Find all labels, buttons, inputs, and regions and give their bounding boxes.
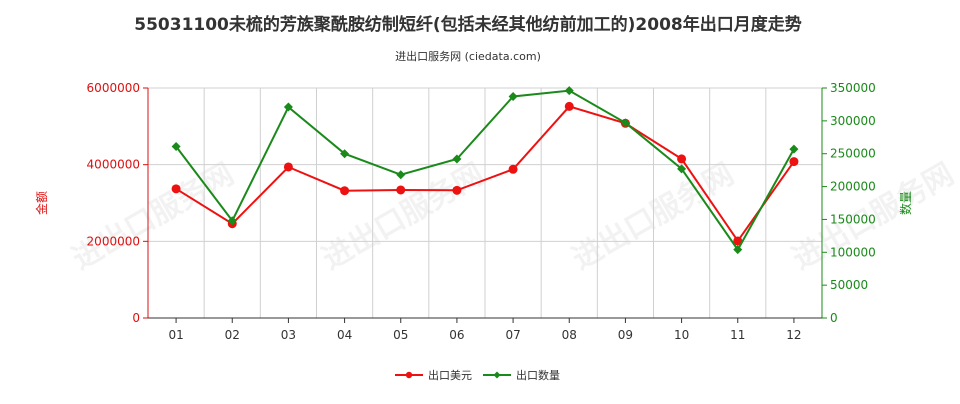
x-tick-label: 02	[225, 328, 240, 342]
data-point-exports-usd	[508, 164, 518, 174]
y-right-tick-label: 100000	[830, 245, 876, 259]
legend-label-exports-qty: 出口数量	[516, 368, 560, 382]
y-right-tick-label: 200000	[830, 180, 876, 194]
y-right-tick-label: 300000	[830, 114, 876, 128]
y-right-tick-label: 250000	[830, 147, 876, 161]
data-point-exports-qty	[564, 86, 574, 96]
chart-title: 55031100未梳的芳族聚酰胺纺制短纤(包括未经其他纺前加工的)2008年出口…	[134, 14, 801, 35]
y-right-tick-label: 350000	[830, 81, 876, 95]
data-point-exports-usd	[452, 185, 462, 195]
x-tick-label: 04	[337, 328, 352, 342]
series-line-exports-usd	[175, 105, 795, 243]
x-tick-label: 12	[786, 328, 801, 342]
data-point-exports-usd	[396, 185, 406, 195]
y-right-tick-label: 0	[830, 311, 838, 325]
data-point-exports-qty	[733, 245, 743, 255]
legend: 出口美元 出口数量	[395, 368, 560, 382]
legend-label-exports-usd: 出口美元	[428, 368, 472, 382]
y-left-tick-label: 0	[132, 311, 140, 325]
data-point-exports-qty	[620, 118, 630, 128]
data-point-exports-usd	[789, 157, 799, 167]
y-axis-right-label: 数量	[898, 191, 913, 215]
legend-marker-exports-usd	[405, 371, 413, 379]
data-point-exports-qty	[396, 170, 406, 180]
data-point-exports-usd	[283, 162, 293, 172]
axes: 0 2000000 4000000 6000000 0 50000 100000 150000…	[87, 81, 876, 342]
data-point-exports-usd	[564, 101, 574, 111]
y-right-tick-label: 150000	[830, 212, 876, 226]
data-point-exports-usd	[340, 186, 350, 196]
data-point-exports-qty	[789, 144, 799, 154]
grid-lines	[148, 87, 823, 318]
series-layer	[171, 86, 799, 255]
data-point-exports-qty	[171, 141, 181, 151]
x-tick-label: 06	[449, 328, 464, 342]
x-tick-label: 05	[393, 328, 408, 342]
series-line-exports-qty	[175, 89, 795, 252]
data-point-exports-usd	[733, 236, 743, 246]
data-point-exports-qty	[452, 154, 462, 164]
y-right-tick-label: 50000	[830, 278, 868, 292]
y-axis-left-label: 金额	[34, 191, 49, 215]
data-point-exports-qty	[227, 216, 237, 226]
x-tick-label: 07	[505, 328, 520, 342]
watermark-layer: 进出口服务网 进出口服务网 进出口服务网 进出口服务网	[67, 157, 960, 277]
y-left-tick-label: 2000000	[87, 234, 140, 248]
x-tick-label: 08	[562, 328, 577, 342]
x-tick-label: 01	[168, 328, 183, 342]
x-tick-label: 03	[281, 328, 296, 342]
x-tick-label: 09	[618, 328, 633, 342]
y-left-tick-label: 4000000	[87, 158, 140, 172]
watermark-text: 进出口服务网	[67, 157, 240, 277]
data-point-exports-usd	[677, 154, 687, 164]
chart-subtitle: 进出口服务网 (ciedata.com)	[395, 49, 541, 63]
data-point-exports-qty	[677, 164, 687, 174]
data-point-exports-qty	[340, 149, 350, 159]
legend-marker-exports-qty	[493, 371, 501, 379]
y-left-tick-label: 6000000	[87, 81, 140, 95]
x-tick-label: 11	[730, 328, 745, 342]
data-point-exports-qty	[283, 102, 293, 112]
data-point-exports-qty	[508, 92, 518, 102]
data-point-exports-usd	[171, 184, 181, 194]
x-tick-label: 10	[674, 328, 689, 342]
